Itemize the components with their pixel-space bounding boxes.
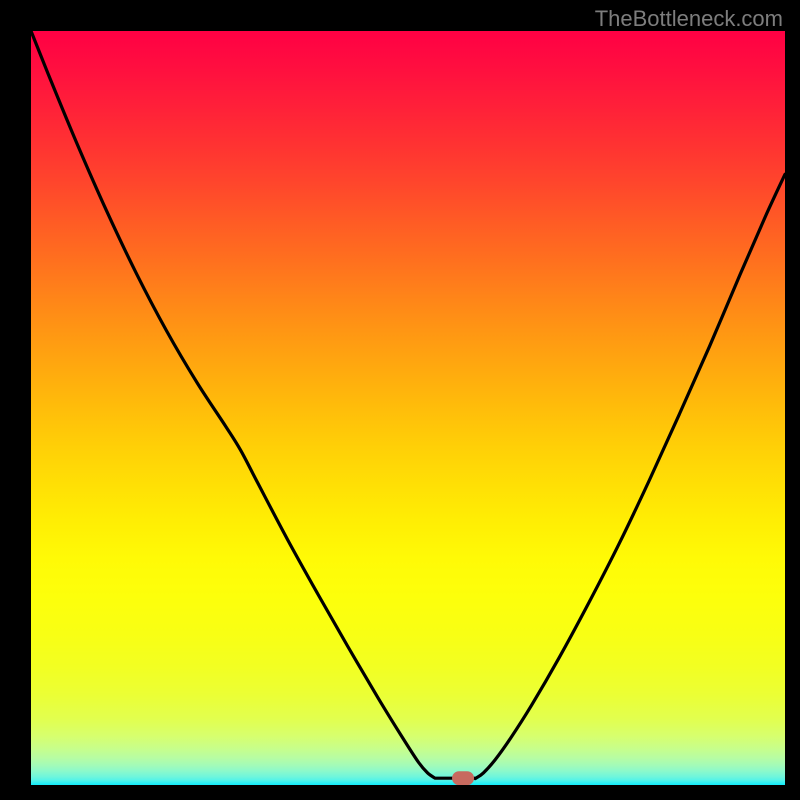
frame-border-segment bbox=[0, 0, 31, 800]
frame-border-segment bbox=[0, 785, 800, 800]
min-marker bbox=[31, 31, 785, 785]
plot-area bbox=[31, 31, 785, 785]
watermark-text: TheBottleneck.com bbox=[595, 6, 783, 32]
frame-border-segment bbox=[785, 0, 800, 800]
